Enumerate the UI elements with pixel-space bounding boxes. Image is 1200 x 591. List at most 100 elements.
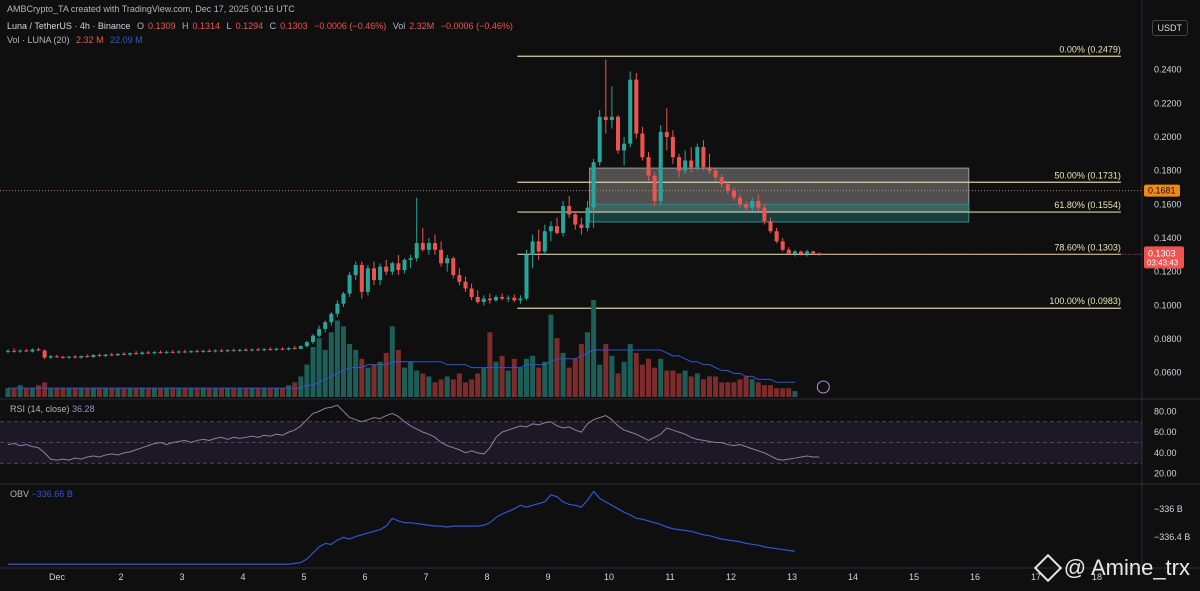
volume-bar (633, 352, 639, 397)
volume-bar (524, 358, 529, 397)
candle-body (774, 231, 779, 242)
volume-bar (542, 361, 548, 397)
volume-bar (188, 388, 194, 397)
volume-bar (719, 382, 725, 397)
volume-bar (103, 388, 109, 397)
candle-body (750, 200, 755, 208)
volume-bar (286, 385, 292, 397)
candle-body (805, 251, 810, 254)
volume-bar (341, 326, 346, 397)
rsi-legend: RSI (14, close) 36.28 (10, 404, 95, 414)
volume-bar (219, 388, 224, 397)
candle-body (591, 162, 596, 208)
time-tick-label: 14 (848, 572, 858, 582)
volume-bar (54, 388, 60, 397)
time-tick-label: 12 (726, 572, 736, 582)
rsi-tick-label: 20.00 (1154, 469, 1177, 479)
volume-bar (84, 388, 90, 397)
candle-body (396, 263, 401, 270)
volume-bar (255, 388, 261, 397)
volume-bar (578, 344, 584, 397)
volume-bar (249, 388, 255, 397)
candle-body (152, 352, 157, 354)
volume-bar (456, 373, 462, 397)
volume-bar (572, 358, 578, 397)
last-price-badge (1144, 246, 1184, 269)
fib-level-label: 0.00% (0.2479) (1059, 44, 1121, 54)
volume-bar (36, 385, 41, 397)
volume-bar (225, 388, 231, 397)
currency-button[interactable]: USDT (1151, 20, 1188, 36)
candle-body (384, 266, 389, 272)
candle-body (433, 243, 437, 250)
candle-body (60, 356, 65, 358)
candle-body (707, 167, 712, 171)
volume-bar (420, 373, 426, 397)
time-tick-label: 11 (665, 572, 674, 582)
candle-body (335, 303, 340, 314)
change-value: −0.0006 (−0.46%) (314, 21, 387, 31)
volume-bar (737, 379, 743, 397)
obv-line (8, 490, 795, 565)
candle-body (634, 79, 639, 134)
last-price-label: 0.1303 (1148, 248, 1176, 258)
close-value: 0.1303 (280, 21, 308, 31)
price-tick-label: 0.2400 (1154, 65, 1182, 75)
time-tick-label: 2 (118, 572, 123, 582)
volume-bar (426, 376, 432, 397)
volume-bar (97, 388, 102, 397)
candle-body (512, 297, 517, 301)
volume-bar (206, 388, 212, 397)
volume-bar (670, 370, 676, 397)
time-tick-label: 5 (301, 572, 306, 582)
rsi-line (7, 404, 820, 461)
candle-body (311, 335, 315, 343)
volume-bar (585, 332, 590, 397)
volume-bar (676, 373, 682, 397)
volume-bar (29, 388, 35, 397)
candle-body (6, 350, 10, 352)
volume-bar (78, 388, 84, 397)
price-tick-label: 0.0800 (1154, 334, 1182, 344)
candle-body (731, 190, 736, 198)
volume-bar (17, 385, 23, 397)
candle-body (231, 350, 236, 352)
candle-body (36, 349, 41, 351)
candle-body (237, 349, 242, 351)
volume-bar (176, 388, 182, 397)
candle-body (719, 177, 724, 185)
volume-bar (761, 385, 767, 397)
rsi-tick-label: 60.00 (1154, 427, 1177, 437)
last-price-countdown: 03:43:43 (1147, 258, 1179, 267)
candle-body (670, 136, 675, 158)
candle-body (103, 354, 108, 356)
volume-bar (377, 361, 383, 397)
candle-body (573, 214, 578, 225)
candle-body (713, 170, 718, 178)
volume-bar (755, 382, 761, 397)
volume-bar (597, 364, 603, 397)
candle-body (121, 353, 126, 355)
candle-body (762, 207, 767, 222)
candle-body (207, 350, 212, 352)
volume-bar (444, 376, 450, 397)
volume-bar (511, 358, 517, 397)
candle-body (48, 356, 53, 358)
volume-bar (548, 314, 554, 397)
volume-legend: Vol · LUNA (20) 2.32 M 22.09 M (7, 35, 143, 45)
candle-body (530, 241, 535, 255)
volume-bar (566, 367, 572, 397)
volume-bar (652, 367, 658, 397)
candle-body (341, 293, 346, 304)
volume-bar (212, 388, 218, 397)
candle-body (585, 207, 590, 228)
candle-body (628, 79, 633, 144)
time-tick-label: 17 (1031, 572, 1041, 582)
candle-body (18, 350, 23, 352)
time-tick-label: Dec (49, 572, 66, 582)
volume-bar (414, 370, 420, 397)
volume-bar (554, 338, 560, 397)
candle-body (725, 184, 730, 191)
candle-body (469, 288, 474, 297)
